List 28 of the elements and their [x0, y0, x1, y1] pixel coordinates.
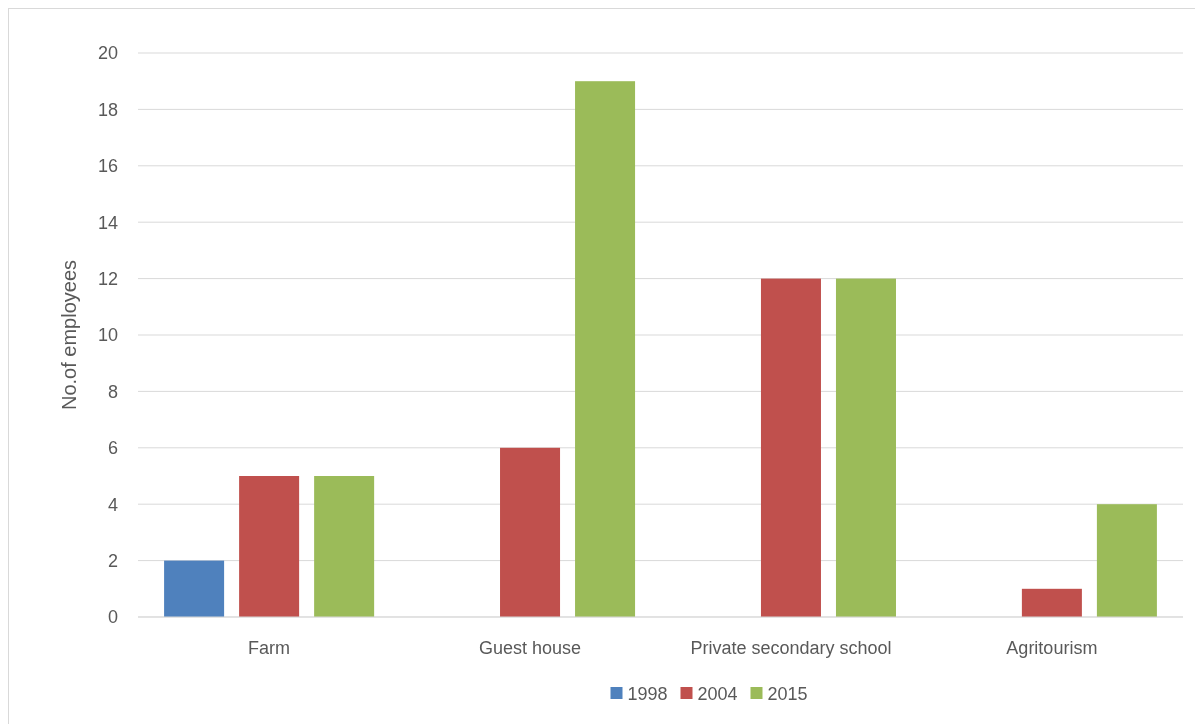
y-tick-label: 20: [97, 43, 118, 64]
bar: [575, 81, 636, 617]
legend-label: 2004: [697, 684, 738, 705]
y-tick-label: 6: [107, 438, 118, 459]
y-tick-label: 10: [97, 325, 118, 346]
y-tick-label: 16: [97, 156, 118, 177]
x-tick-label: Private secondary school: [690, 638, 892, 658]
bar: [835, 278, 896, 617]
y-tick-label: 14: [97, 212, 118, 233]
bar: [1021, 588, 1082, 617]
y-tick-label: 8: [107, 381, 118, 402]
y-axis-title: No.of employees: [58, 259, 80, 411]
y-tick-label: 4: [107, 494, 118, 515]
x-tick-label: Guest house: [479, 638, 582, 658]
y-tick-label: 0: [107, 607, 118, 628]
bar: [500, 447, 561, 617]
bar: [314, 476, 375, 617]
legend-label: 1998: [627, 684, 668, 705]
bar: [1096, 504, 1157, 617]
y-tick-label: 2: [107, 550, 118, 571]
bar: [760, 278, 821, 617]
bar: [164, 560, 225, 617]
x-tick-label: Farm: [248, 638, 291, 658]
y-tick-label: 12: [97, 268, 118, 289]
bar: [239, 476, 300, 617]
legend-label: 2015: [767, 684, 808, 705]
y-tick-label: 18: [97, 99, 118, 120]
x-tick-label: Agritourism: [1006, 638, 1098, 658]
